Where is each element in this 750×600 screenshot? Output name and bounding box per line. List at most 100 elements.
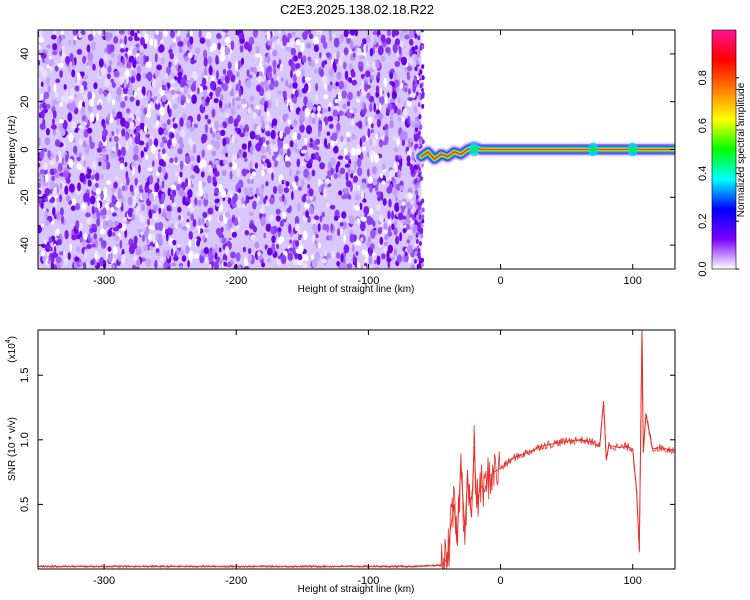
noise-speck — [395, 196, 399, 202]
noise-speck — [276, 243, 279, 250]
noise-speck — [333, 215, 339, 221]
noise-speck — [359, 66, 364, 72]
noise-speck — [89, 135, 92, 145]
noise-speck — [290, 69, 293, 79]
noise-speck — [38, 45, 41, 50]
noise-speck — [384, 233, 389, 241]
noise-speck — [55, 78, 61, 84]
noise-speck — [308, 115, 312, 125]
noise-speck — [393, 248, 397, 256]
noise-speck — [392, 43, 398, 54]
noise-speck — [198, 180, 203, 191]
noise-speck — [390, 108, 395, 116]
noise-speck — [127, 128, 131, 133]
noise-speck — [349, 108, 354, 114]
noise-speck — [64, 230, 69, 240]
noise-speck — [224, 103, 228, 110]
noise-speck — [338, 35, 344, 44]
noise-speck — [205, 96, 210, 104]
noise-speck — [409, 48, 413, 57]
noise-speck — [177, 41, 184, 47]
noise-speck — [361, 216, 367, 223]
noise-speck — [260, 154, 267, 160]
noise-speck — [405, 146, 409, 152]
noise-speck — [70, 88, 75, 98]
noise-speck — [213, 261, 219, 269]
noise-speck — [167, 104, 170, 114]
noise-speck — [327, 142, 331, 149]
noise-speck — [43, 238, 48, 245]
noise-speck — [237, 264, 242, 269]
noise-speck — [40, 81, 44, 87]
noise-speck — [413, 132, 419, 142]
noise-speck — [319, 162, 325, 170]
noise-speck — [83, 159, 87, 167]
noise-speck — [136, 56, 142, 63]
noise-speck — [76, 162, 82, 170]
noise-speck — [42, 254, 47, 263]
noise-speck — [73, 260, 78, 269]
noise-speck — [59, 118, 64, 124]
noise-speck — [227, 190, 233, 195]
noise-speck — [86, 244, 92, 249]
noise-speck — [87, 233, 91, 242]
noise-speck — [76, 246, 81, 253]
noise-speck — [215, 131, 222, 141]
noise-speck — [253, 67, 257, 74]
noise-speck — [183, 85, 189, 94]
noise-speck — [333, 173, 339, 179]
noise-speck — [172, 123, 178, 129]
noise-speck — [40, 109, 45, 119]
noise-speck — [87, 179, 92, 187]
noise-speck — [298, 229, 302, 236]
noise-speck — [317, 223, 321, 232]
noise-speck — [381, 163, 386, 171]
noise-speck — [157, 221, 164, 231]
noise-speck — [311, 60, 315, 68]
noise-speck — [79, 84, 85, 94]
noise-speck — [344, 163, 351, 168]
noise-speck — [368, 255, 373, 265]
noise-speck — [45, 103, 51, 110]
noise-speck — [275, 215, 281, 222]
noise-speck — [235, 252, 241, 262]
noise-speck — [255, 46, 260, 53]
noise-speck — [248, 161, 253, 169]
noise-speck — [227, 218, 233, 228]
noise-speck — [246, 79, 252, 89]
noise-speck — [301, 195, 307, 203]
noise-speck — [202, 235, 206, 242]
noise-speck — [150, 144, 156, 154]
noise-speck — [406, 201, 411, 209]
noise-speck — [289, 104, 295, 112]
noise-speck — [54, 139, 61, 147]
noise-speck — [134, 177, 138, 186]
noise-speck — [221, 149, 226, 155]
noise-speck — [91, 174, 95, 181]
noise-speck — [151, 233, 156, 239]
noise-speck — [227, 102, 232, 109]
noise-speck — [391, 223, 395, 231]
noise-speck — [285, 160, 291, 167]
noise-speck — [220, 93, 224, 102]
noise-speck — [279, 147, 284, 156]
y-tick-label: 1.5 — [19, 368, 31, 383]
noise-speck — [202, 89, 207, 97]
noise-speck — [204, 123, 209, 134]
noise-speck — [89, 195, 96, 205]
noise-speck — [121, 185, 126, 191]
noise-speck — [161, 57, 165, 65]
noise-speck — [305, 210, 309, 218]
noise-speck — [267, 40, 273, 46]
noise-speck — [356, 217, 360, 224]
noise-speck — [273, 67, 277, 75]
noise-speck — [101, 161, 108, 170]
noise-speck — [200, 171, 205, 178]
noise-speck — [119, 48, 126, 53]
x-tick-label: 100 — [624, 575, 642, 587]
noise-speck — [241, 143, 247, 151]
noise-speck — [45, 219, 50, 226]
noise-speck — [275, 157, 281, 162]
noise-speck — [142, 30, 147, 36]
noise-speck — [397, 116, 402, 122]
